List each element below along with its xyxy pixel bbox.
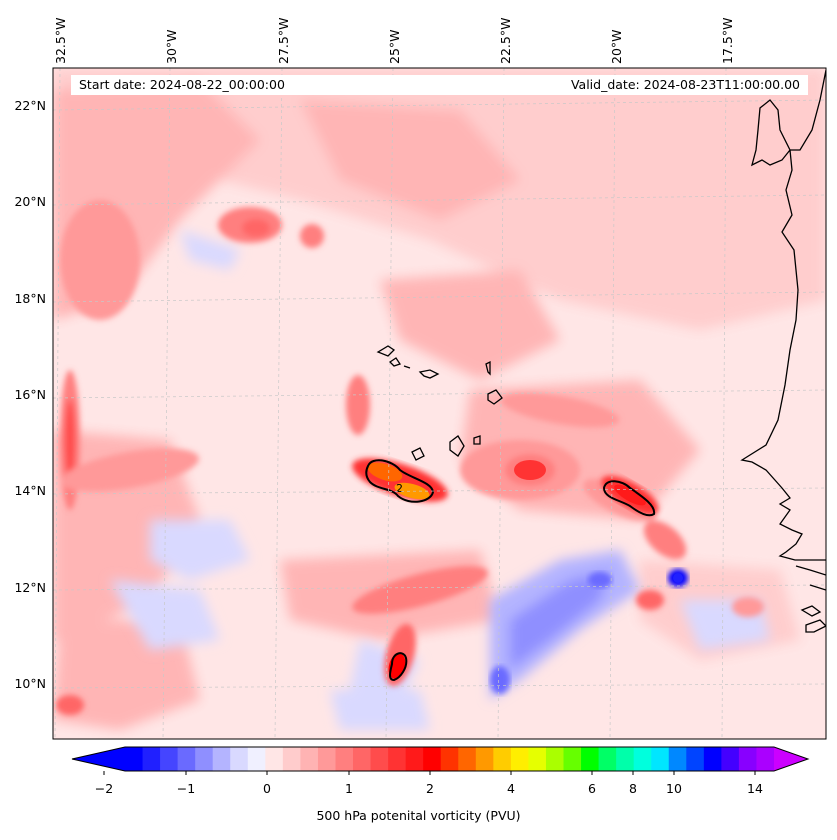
colorbar-swatch	[686, 747, 705, 771]
colorbar-swatch	[581, 747, 600, 771]
lat-label-14n: 14°N	[14, 483, 46, 498]
colorbar-swatch	[721, 747, 740, 771]
colorbar-swatch	[458, 747, 477, 771]
contour-label: 2	[396, 482, 403, 495]
lon-label-25w: 25°W	[387, 29, 402, 64]
colorbar-swatch	[423, 747, 442, 771]
colorbar-tick-label: −2	[94, 781, 114, 796]
lat-label-10n: 10°N	[14, 676, 46, 691]
graticule	[53, 68, 826, 739]
colorbar-swatch	[440, 747, 459, 771]
colorbar-swatch	[195, 747, 214, 771]
colorbar-swatch	[370, 747, 389, 771]
lat-label-18n: 18°N	[14, 291, 46, 306]
colorbar-swatch	[335, 747, 354, 771]
lat-label-22n: 22°N	[14, 98, 46, 113]
colorbar-swatch	[545, 747, 565, 771]
lon-label-27-5w: 27.5°W	[276, 17, 291, 64]
colorbar-tick-label: 14	[747, 781, 763, 796]
colorbar-swatch	[177, 747, 196, 771]
lon-label-30w: 30°W	[164, 29, 179, 64]
colorbar-tick-label: 4	[507, 781, 515, 796]
colorbar-swatch	[265, 747, 284, 771]
valid-date: Valid_date: 2024-08-23T11:00:00.00	[570, 77, 800, 92]
start-date: Start date: 2024-08-22_00:00:00	[79, 77, 285, 92]
colorbar-swatch	[405, 747, 424, 771]
colorbar-swatch	[317, 747, 337, 771]
colorbar-swatch	[475, 747, 494, 771]
lon-label-22-5w: 22.5°W	[498, 17, 513, 64]
colorbar-tick-label: −1	[176, 781, 196, 796]
colorbar-swatch	[230, 747, 249, 771]
colorbar-swatch	[300, 747, 319, 771]
lon-label-32-5w: 32.5°W	[53, 17, 68, 64]
colorbar-tick-label: 2	[426, 781, 434, 796]
lat-label-16n: 16°N	[14, 387, 46, 402]
colorbar-swatch	[703, 747, 722, 771]
colorbar-swatch	[212, 747, 231, 771]
lat-label-12n: 12°N	[14, 580, 46, 595]
pv-2-contours	[365, 459, 656, 682]
colorbar-swatch	[353, 747, 372, 771]
colorbar-tick-label: 0	[263, 781, 271, 796]
colorbar-swatch	[142, 747, 161, 771]
pv-field: 2	[53, 68, 826, 739]
colorbar-swatch	[282, 747, 301, 771]
colorbar-swatch	[493, 747, 512, 771]
colorbar-swatch	[528, 747, 547, 771]
colorbar-swatch	[510, 747, 530, 771]
colorbar-over-extension	[774, 747, 808, 771]
colorbar-swatch	[247, 747, 266, 771]
colorbar-swatch	[651, 747, 670, 771]
colorbar-tick-label: 6	[588, 781, 596, 796]
colorbar-swatch	[738, 747, 758, 771]
colorbar-tick-label: 1	[345, 781, 353, 796]
colorbar-swatch	[668, 747, 687, 771]
colorbar-swatch	[633, 747, 652, 771]
colorbar-swatch	[388, 747, 407, 771]
colorbar-tick-label: 8	[629, 781, 637, 796]
colorbar-swatch	[563, 747, 582, 771]
colorbar-swatch	[756, 747, 775, 771]
colorbar-swatch	[616, 747, 635, 771]
colorbar-tick-label: 10	[666, 781, 682, 796]
coastlines	[376, 69, 826, 633]
lon-label-17-5w: 17.5°W	[720, 17, 735, 64]
colorbar-title: 500 hPa potenital vorticity (PVU)	[316, 808, 521, 823]
colorbar-under-extension	[72, 747, 125, 771]
colorbar-swatch	[598, 747, 617, 771]
colorbar-swatch	[125, 747, 144, 771]
date-info-bar: Start date: 2024-08-22_00:00:00 Valid_da…	[71, 75, 808, 95]
colorbar-swatch	[160, 747, 179, 771]
colorbar-outline	[71, 746, 810, 772]
lon-label-20w: 20°W	[609, 29, 624, 64]
lat-label-20n: 20°N	[14, 194, 46, 209]
colorbar	[71, 746, 810, 775]
